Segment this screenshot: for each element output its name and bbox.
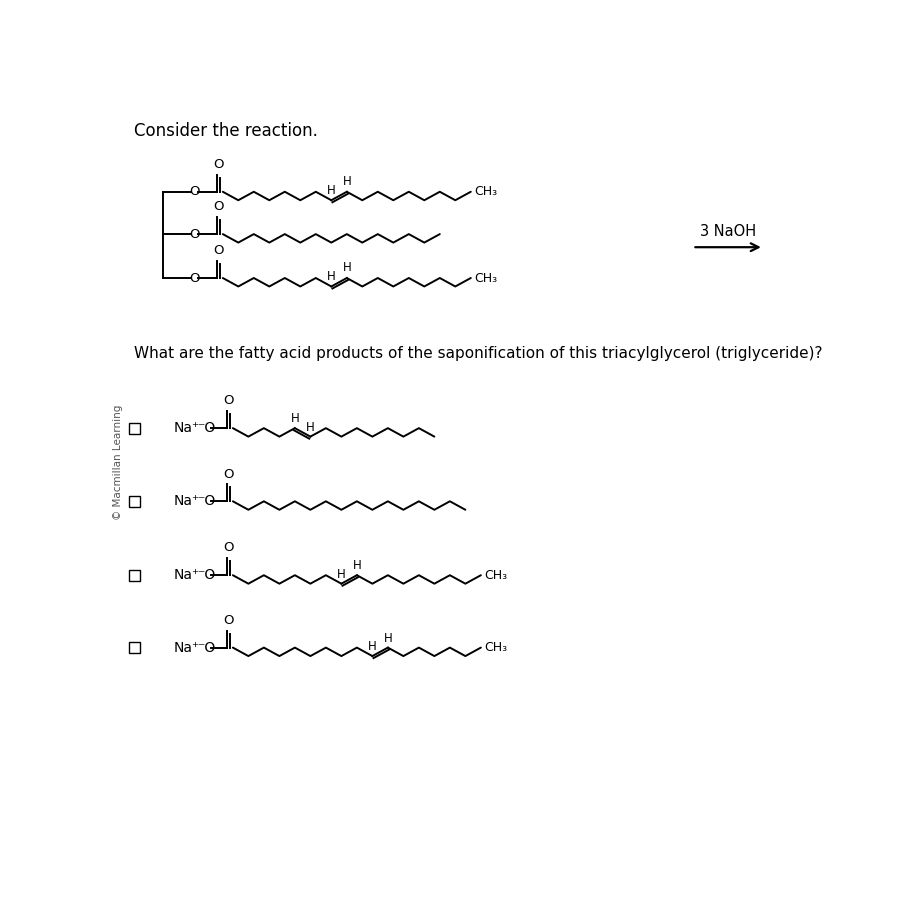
Text: H: H [327, 184, 336, 196]
Text: O: O [189, 228, 199, 241]
Text: H: H [327, 270, 336, 283]
Bar [129, 496, 140, 507]
Text: H: H [368, 641, 377, 653]
Text: ⁻O: ⁻O [197, 494, 215, 509]
Text: H: H [383, 632, 392, 645]
Text: H: H [306, 421, 315, 433]
Text: © Macmillan Learning: © Macmillan Learning [113, 405, 124, 520]
Text: Na⁺: Na⁺ [173, 568, 199, 582]
Text: H: H [353, 559, 361, 573]
Text: ⁻O: ⁻O [197, 641, 215, 654]
Text: What are the fatty acid products of the saponification of this triacylglycerol (: What are the fatty acid products of the … [134, 346, 823, 361]
Text: H: H [337, 568, 345, 581]
Text: O: O [224, 614, 234, 627]
Text: O: O [224, 541, 234, 555]
Text: H: H [290, 413, 299, 425]
Text: CH₃: CH₃ [484, 641, 507, 654]
Text: 3 NaOH: 3 NaOH [700, 224, 756, 239]
Text: Na⁺: Na⁺ [173, 421, 199, 435]
Text: Na⁺: Na⁺ [173, 494, 199, 509]
Text: CH₃: CH₃ [474, 272, 497, 284]
Text: Na⁺: Na⁺ [173, 641, 199, 654]
Text: O: O [189, 272, 199, 284]
Bar [129, 423, 140, 433]
Text: O: O [189, 186, 199, 198]
Text: O: O [213, 200, 224, 214]
Text: ⁻O: ⁻O [197, 568, 215, 582]
Text: Consider the reaction.: Consider the reaction. [134, 121, 318, 139]
Text: O: O [224, 395, 234, 407]
Text: CH₃: CH₃ [474, 186, 497, 198]
Text: H: H [343, 262, 351, 274]
Bar [129, 570, 140, 581]
Text: O: O [224, 468, 234, 481]
Text: CH₃: CH₃ [484, 568, 507, 582]
Text: O: O [213, 244, 224, 257]
Text: O: O [213, 158, 224, 171]
Bar [129, 643, 140, 653]
Text: ⁻O: ⁻O [197, 421, 215, 435]
Text: H: H [343, 176, 351, 188]
